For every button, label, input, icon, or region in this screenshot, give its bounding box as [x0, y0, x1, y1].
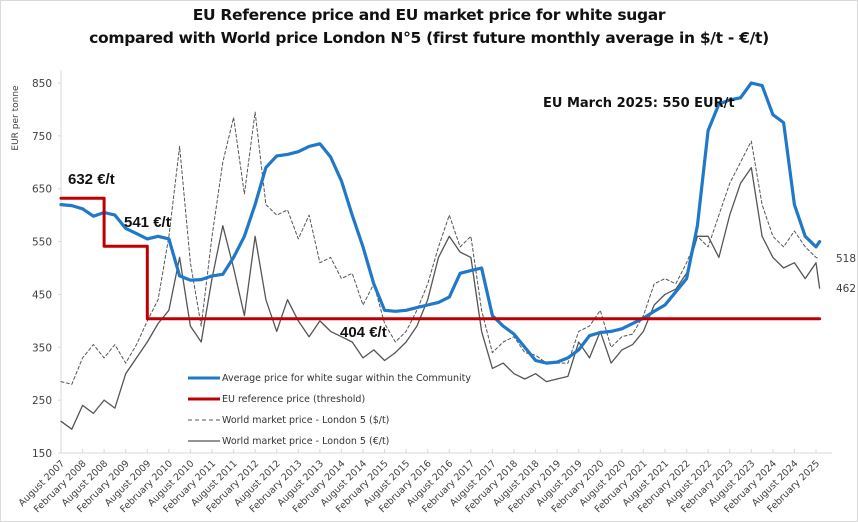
- y-tick-label: 450: [32, 289, 52, 301]
- annotation-eu-march-2025: EU March 2025: 550 EUR/t: [543, 96, 735, 111]
- legend-label-world-eur: World market price - London 5 (€/t): [222, 436, 389, 447]
- y-tick-label: 250: [32, 395, 52, 407]
- y-axis-title: EUR per tonne: [11, 85, 21, 151]
- end-label-world-usd: 518: [836, 253, 856, 265]
- series-line-average-price-for-white-sugar-within-the-community: [59, 81, 822, 365]
- series-layer: [59, 81, 822, 430]
- y-tick-label: 350: [32, 342, 52, 354]
- annotation-632: 632 €/t: [68, 171, 115, 188]
- series-line-world-market-price-london-5-t: [60, 111, 821, 385]
- series-line-world-market-price-london-5-t: [60, 166, 821, 430]
- y-tick-label: 150: [32, 448, 52, 460]
- chart-subtitle: compared with World price London N°5 (fi…: [89, 29, 769, 47]
- chart-title: EU Reference price and EU market price f…: [192, 6, 666, 24]
- legend-label-world-usd: World market price - London 5 ($/t): [222, 415, 389, 426]
- legend-label-eu-reference: EU reference price (threshold): [222, 394, 365, 405]
- y-tick-label: 850: [32, 78, 52, 90]
- y-tick-label: 650: [32, 184, 52, 196]
- annotations: 632 €/t 541 €/t 404 €/t EU March 2025: 5…: [68, 96, 856, 341]
- legend: Average price for white sugar within the…: [188, 373, 471, 447]
- annotation-404: 404 €/t: [340, 324, 387, 341]
- end-label-world-eur: 462: [836, 283, 856, 295]
- series-line-eu-reference-price-threshold: [59, 196, 822, 321]
- y-tick-label: 550: [32, 237, 52, 249]
- y-tick-label: 750: [32, 131, 52, 143]
- legend-label-eu-average: Average price for white sugar within the…: [222, 373, 471, 384]
- annotation-541: 541 €/t: [124, 214, 171, 231]
